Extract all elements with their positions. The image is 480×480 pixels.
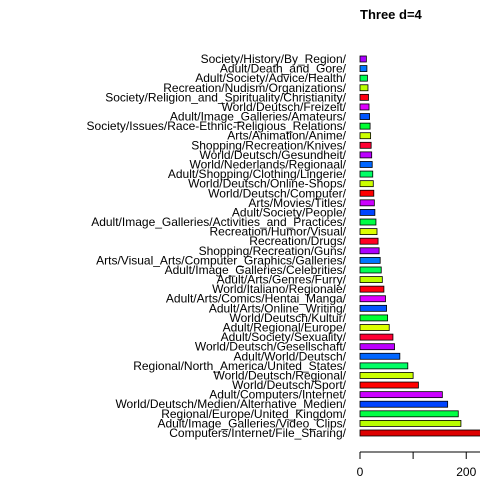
category-label: Adult/Death_and_Gore/ <box>220 62 347 76</box>
category-label: Arts/Movies/Titles/ <box>248 196 346 210</box>
bar <box>359 132 372 140</box>
bar <box>359 381 419 389</box>
bar <box>359 189 375 197</box>
bar <box>359 410 459 418</box>
category-label: Recreation/Humor/Visual/ <box>209 225 346 239</box>
category-label: Adult/Arts/Genres/Furry/ <box>217 273 347 287</box>
bar <box>359 151 373 159</box>
bar <box>359 333 394 341</box>
category-label: Adult/Regional/Europe/ <box>223 321 347 335</box>
bar <box>359 285 385 293</box>
bar <box>359 199 375 207</box>
category-label: Society/Religion_and_Spirituality/Christ… <box>105 90 346 104</box>
category-label: Adult/Image_Galleries/Celebrities/ <box>165 263 347 277</box>
category-label: World/Deutsch/Sport/ <box>232 378 346 392</box>
bar <box>359 103 370 111</box>
bar <box>359 391 443 399</box>
bar <box>359 256 381 264</box>
bar <box>359 170 374 178</box>
category-label: Adult/World/Deutsch/ <box>234 349 347 363</box>
bar <box>359 237 379 245</box>
bar <box>359 400 449 408</box>
bar <box>359 65 368 72</box>
category-label: Shopping/Recreation/Knives/ <box>191 138 346 152</box>
category-label: World/Deutsch/Freizeit/ <box>222 100 347 114</box>
category-label: Computers/Internet/File_Sharing/ <box>169 426 346 440</box>
category-label: World/Deutsch/Online-Shops/ <box>188 177 347 191</box>
category-label: Adult/Arts/Online_Writing/ <box>209 301 347 315</box>
category-label: Adult/Image_Galleries/Amateurs/ <box>170 110 347 124</box>
category-label: Arts/Animation/Anime/ <box>227 129 346 143</box>
bar <box>359 352 401 360</box>
category-label: Recreation/Nudism/Organizations/ <box>163 81 346 95</box>
bar <box>359 74 368 82</box>
bar <box>359 247 380 255</box>
category-label: World/Deutsch/Gesundheit/ <box>199 148 346 162</box>
category-label: World/Nederlands/Regionaal/ <box>189 157 346 171</box>
bar <box>359 84 369 92</box>
category-label: World/Deutsch/Kultur/ <box>230 311 347 325</box>
bar <box>359 324 390 331</box>
x-tick-label: 0 <box>357 465 364 479</box>
category-label: Adult/Computers/Internet/ <box>209 388 346 402</box>
category-label: Recreation/Drugs/ <box>249 234 346 248</box>
bar <box>359 218 377 226</box>
bar <box>359 228 378 236</box>
bar <box>359 93 369 101</box>
category-label: Society/History/By_Region/ <box>201 52 347 66</box>
category-label: World/Italiano/Regionale/ <box>212 282 347 296</box>
category-label: World/Deutsch/Regional/ <box>213 368 346 382</box>
bar <box>359 314 389 322</box>
bar <box>359 276 383 283</box>
category-label: Arts/Visual_Arts/Computer_Graphics/Galle… <box>96 253 347 267</box>
bar <box>359 429 480 437</box>
category-label: Adult/Arts/Comics/Hentai_Manga/ <box>166 292 347 306</box>
category-label: World/Deutsch/Gesellschaft/ <box>195 340 347 354</box>
category-label: Shopping/Recreation/Guns/ <box>199 244 347 258</box>
bar <box>359 55 367 63</box>
x-tick-label: 200 <box>456 465 476 479</box>
bars <box>359 55 480 437</box>
category-label: Adult/Society/Sexuality/ <box>221 330 347 344</box>
bar <box>359 180 374 188</box>
category-label: Adult/Society/Advice/Health/ <box>195 71 346 85</box>
category-label: Regional/Europe/United_Kingdom/ <box>161 407 346 421</box>
bar <box>359 304 387 312</box>
bar <box>359 122 371 130</box>
category-label: Adult/Society/People/ <box>232 205 347 219</box>
bar <box>359 161 373 168</box>
bar <box>359 362 409 370</box>
category-labels: Computers/Internet/File_Sharing/Adult/Im… <box>87 52 347 440</box>
bar <box>359 295 386 303</box>
bar <box>359 343 395 351</box>
bar <box>359 266 382 274</box>
category-label: Adult/Image_Galleries/Video_Clips/ <box>157 416 346 430</box>
category-label: Adult/Image_Galleries/Activities_and_Pra… <box>91 215 346 229</box>
category-label: World/Deutsch/Computer/ <box>208 186 346 200</box>
category-label: Adult/Shopping/Clothing/Lingerie/ <box>168 167 347 181</box>
bar <box>359 420 462 427</box>
bar <box>359 209 376 216</box>
bar <box>359 141 372 149</box>
bar <box>359 372 414 379</box>
bar <box>359 113 370 120</box>
category-label: Society/Issues/Race-Ethnic-Religious_Rel… <box>87 119 347 133</box>
x-axis: 0200400 <box>357 451 480 479</box>
chart-title: Three d=4 <box>360 7 423 22</box>
category-label: Regional/North_America/United_States/ <box>133 359 346 373</box>
category-label: World/Deutsch/Medien/Alternative_Medien/ <box>115 397 346 411</box>
